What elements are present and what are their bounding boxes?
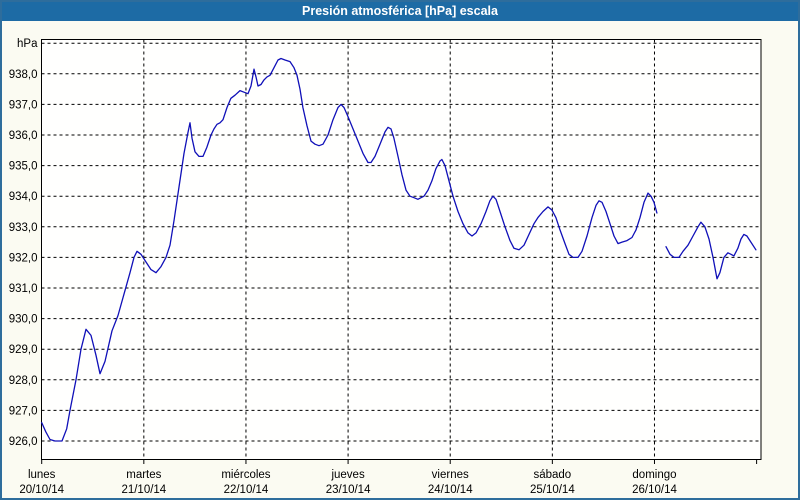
y-axis-label: 937,0 xyxy=(9,99,38,111)
y-axis-label: 926,0 xyxy=(9,436,38,448)
y-axis-label: 936,0 xyxy=(9,130,38,142)
x-axis-date-label: 20/10/14 xyxy=(19,484,64,496)
x-axis-day-label: martes xyxy=(126,469,161,481)
y-axis-label: 934,0 xyxy=(9,191,38,203)
y-axis-label: 931,0 xyxy=(9,283,38,295)
x-axis-day-label: jueves xyxy=(330,469,364,481)
window-titlebar: Presión atmosférica [hPa] escala xyxy=(2,2,798,21)
y-axis-label: 929,0 xyxy=(9,344,38,356)
y-axis-label: 935,0 xyxy=(9,161,38,173)
x-axis-date-label: 25/10/14 xyxy=(530,484,575,496)
y-axis-label: 927,0 xyxy=(9,405,38,417)
x-axis-day-label: lunes xyxy=(28,469,56,481)
x-axis-date-label: 22/10/14 xyxy=(224,484,269,496)
x-axis-date-label: 23/10/14 xyxy=(326,484,371,496)
y-axis-label: 930,0 xyxy=(9,314,38,326)
y-axis-label: 933,0 xyxy=(9,222,38,234)
x-axis-day-label: sábado xyxy=(533,469,571,481)
x-axis-day-label: domingo xyxy=(632,469,676,481)
x-axis-date-label: 24/10/14 xyxy=(428,484,473,496)
pressure-line-segment xyxy=(665,221,757,280)
chart-area: 938,0 937,0 936,0 935,0 934,0 933,0 932,0 931,0… xyxy=(2,21,798,498)
y-axis-label: 928,0 xyxy=(9,375,38,387)
x-axis-date-label: 21/10/14 xyxy=(121,484,166,496)
y-axis-unit-label: hPa xyxy=(17,38,38,50)
x-axis-day-label: viernes xyxy=(432,469,469,481)
window-title: Presión atmosférica [hPa] escala xyxy=(302,4,498,18)
x-axis-day-label: miércoles xyxy=(221,469,270,481)
x-axis-date-label: 26/10/14 xyxy=(632,484,677,496)
plot-border xyxy=(41,39,762,460)
y-axis-label: 938,0 xyxy=(9,69,38,81)
pressure-chart: 938,0 937,0 936,0 935,0 934,0 933,0 932,0 931,0… xyxy=(9,38,762,496)
y-axis-label: 932,0 xyxy=(9,252,38,264)
pressure-line-segment xyxy=(41,57,658,442)
plot-background xyxy=(41,39,761,460)
